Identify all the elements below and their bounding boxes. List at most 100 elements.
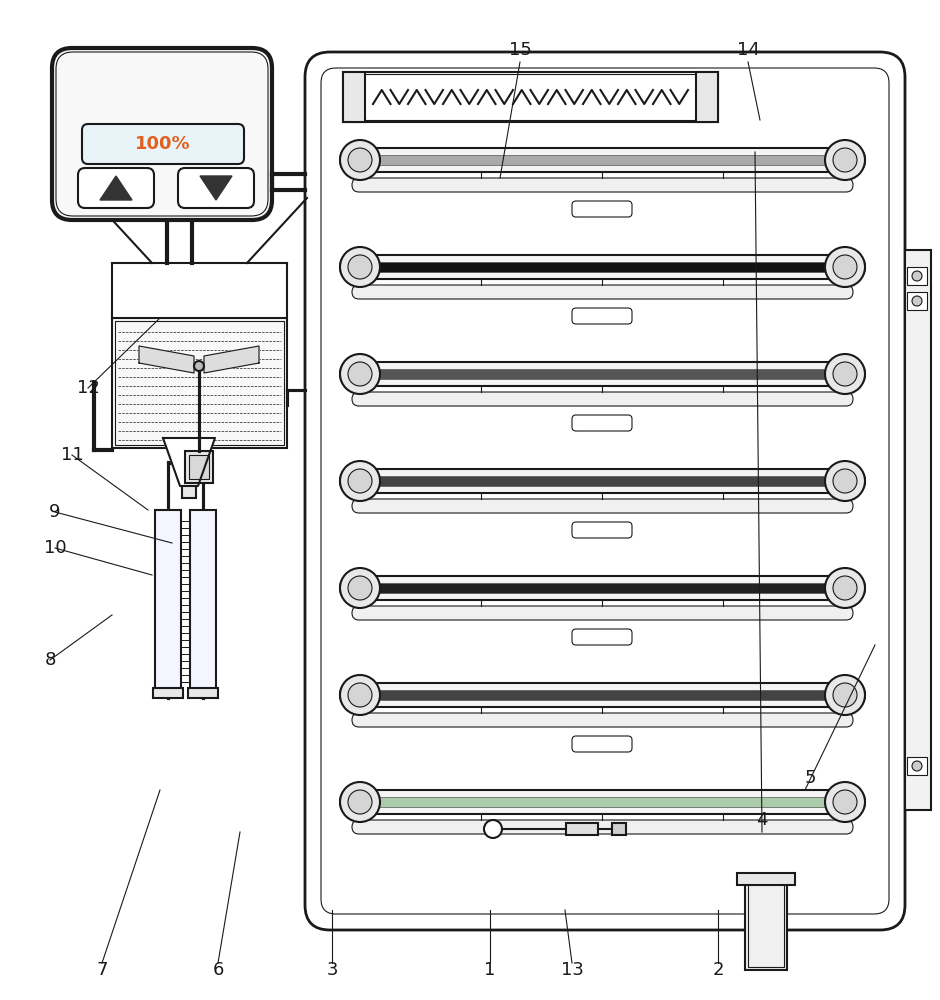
Text: 9: 9 [49, 503, 61, 521]
FancyBboxPatch shape [82, 124, 244, 164]
FancyBboxPatch shape [352, 820, 853, 834]
Circle shape [340, 782, 380, 822]
Circle shape [348, 469, 372, 493]
Text: 13: 13 [560, 961, 584, 979]
Circle shape [348, 683, 372, 707]
Circle shape [194, 361, 204, 371]
Circle shape [340, 461, 380, 501]
Bar [112, 318, 287, 448]
Text: 15: 15 [509, 41, 531, 59]
Text: 100%: 100% [135, 135, 191, 153]
Bar [115, 321, 284, 445]
Circle shape [833, 469, 857, 493]
Bar [155, 510, 181, 690]
Circle shape [825, 140, 865, 180]
Circle shape [833, 362, 857, 386]
Circle shape [825, 461, 865, 501]
Circle shape [340, 568, 380, 608]
Circle shape [340, 247, 380, 287]
FancyBboxPatch shape [340, 683, 865, 707]
Bar [907, 757, 927, 775]
FancyBboxPatch shape [340, 148, 865, 172]
FancyBboxPatch shape [352, 713, 853, 727]
Bar [378, 583, 827, 593]
Bar [378, 262, 827, 272]
Text: 1: 1 [484, 961, 495, 979]
Polygon shape [100, 176, 132, 200]
Circle shape [484, 820, 502, 838]
FancyBboxPatch shape [352, 392, 853, 406]
Text: 3: 3 [326, 961, 337, 979]
Bar [378, 155, 827, 165]
Bar [737, 873, 795, 885]
Bar [748, 883, 784, 967]
Text: 7: 7 [96, 961, 108, 979]
Bar [696, 72, 718, 122]
Bar [153, 688, 183, 698]
Circle shape [348, 362, 372, 386]
Circle shape [340, 675, 380, 715]
Bar [378, 476, 827, 486]
Bar [182, 486, 196, 498]
Circle shape [348, 790, 372, 814]
FancyBboxPatch shape [78, 168, 154, 208]
Text: 6: 6 [212, 961, 224, 979]
Bar [189, 455, 209, 479]
Bar [343, 72, 365, 122]
Circle shape [825, 354, 865, 394]
Circle shape [825, 675, 865, 715]
Circle shape [340, 140, 380, 180]
Text: 4: 4 [757, 811, 768, 829]
Circle shape [912, 271, 922, 281]
FancyBboxPatch shape [352, 285, 853, 299]
Circle shape [833, 683, 857, 707]
Circle shape [833, 148, 857, 172]
Polygon shape [200, 176, 232, 200]
Bar [378, 690, 827, 700]
FancyBboxPatch shape [178, 168, 254, 208]
Bar [190, 510, 216, 690]
Circle shape [825, 782, 865, 822]
Text: 12: 12 [76, 379, 100, 397]
Polygon shape [163, 438, 215, 486]
Bar [343, 72, 718, 122]
FancyBboxPatch shape [340, 576, 865, 600]
Circle shape [833, 790, 857, 814]
FancyBboxPatch shape [52, 48, 272, 220]
Polygon shape [204, 346, 259, 373]
Circle shape [912, 761, 922, 771]
Bar [378, 797, 827, 807]
Bar [905, 250, 931, 810]
Text: 11: 11 [60, 446, 84, 464]
Bar [188, 688, 218, 698]
Circle shape [833, 255, 857, 279]
Circle shape [348, 148, 372, 172]
Bar [378, 369, 827, 379]
Text: 2: 2 [713, 961, 724, 979]
Circle shape [833, 576, 857, 600]
Circle shape [340, 354, 380, 394]
FancyBboxPatch shape [305, 52, 905, 930]
Circle shape [348, 255, 372, 279]
FancyBboxPatch shape [340, 362, 865, 386]
Text: 10: 10 [43, 539, 67, 557]
Bar [185, 451, 213, 483]
Bar [907, 267, 927, 285]
Circle shape [348, 576, 372, 600]
FancyBboxPatch shape [340, 790, 865, 814]
Text: 5: 5 [805, 769, 816, 787]
Bar [907, 292, 927, 310]
Bar [612, 823, 626, 835]
FancyBboxPatch shape [340, 255, 865, 279]
Bar [745, 880, 787, 970]
Bar [345, 74, 716, 120]
FancyBboxPatch shape [352, 178, 853, 192]
FancyBboxPatch shape [352, 606, 853, 620]
Circle shape [912, 296, 922, 306]
Polygon shape [139, 346, 194, 373]
Text: 8: 8 [44, 651, 55, 669]
Text: 14: 14 [737, 41, 760, 59]
Circle shape [825, 247, 865, 287]
Circle shape [825, 568, 865, 608]
FancyBboxPatch shape [340, 469, 865, 493]
